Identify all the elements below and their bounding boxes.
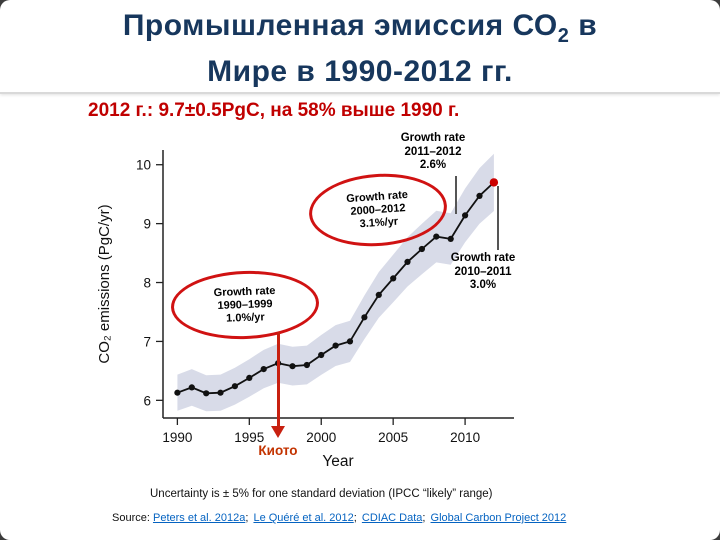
source-link-cdiac[interactable]: CDIAC Data [361, 512, 423, 524]
x-tick-label: 2005 [378, 430, 408, 445]
data-point [174, 389, 181, 396]
uncertainty-note: Uncertainty is ± 5% for one standard dev… [150, 488, 493, 500]
y-tick-label: 6 [143, 393, 151, 408]
slide-title: Промышленная эмиссия СО2 в Мире в 1990-2… [0, 0, 720, 94]
data-point-2012 [489, 178, 499, 187]
x-tick-label: 2000 [306, 430, 336, 445]
source-separator: ; [245, 512, 249, 524]
data-point [462, 212, 469, 219]
y-tick-label: 10 [136, 158, 151, 173]
emissions-chart: CO₂ emissions (PgC/yr) Year 6 7 8 9 10 1990 19… [96, 150, 514, 470]
x-tick-label: 1990 [162, 430, 192, 445]
source-link-peters[interactable]: Peters et al. 2012a [152, 512, 246, 524]
data-point [418, 245, 425, 253]
data-point [231, 383, 238, 390]
x-axis-label: Year [322, 453, 353, 470]
title-text: Промышленная эмиссия СО [122, 9, 558, 42]
source-link-gcp[interactable]: Global Carbon Project 2012 [430, 512, 567, 524]
x-tick-label: 2010 [450, 430, 480, 445]
data-point [390, 275, 397, 282]
slide-title-line1: Промышленная эмиссия СО2 в [0, 8, 720, 54]
source-separator: ; [353, 512, 357, 524]
title-text-tail: в [569, 9, 598, 42]
y-tick-label: 7 [143, 334, 151, 349]
data-point [246, 374, 253, 381]
data-point [289, 363, 296, 370]
data-point [361, 314, 368, 321]
data-point [303, 361, 310, 369]
x-tick-label: 1995 [234, 430, 264, 445]
data-point [217, 389, 224, 396]
y-axis-label: CO₂ emissions (PgC/yr) [96, 204, 113, 363]
source-separator: ; [422, 512, 426, 524]
data-point [188, 384, 195, 391]
data-point [346, 338, 354, 345]
data-point [404, 258, 411, 265]
y-tick-label: 9 [143, 217, 151, 232]
data-point [275, 360, 282, 367]
data-point [203, 390, 210, 397]
y-tick-label: 8 [143, 276, 151, 291]
data-point [375, 291, 382, 298]
data-point [433, 233, 440, 240]
uncertainty-band [177, 153, 494, 412]
subtitle-highlight: 2012 г.: 9.7±0.5PgC, на 58% выше 1990 г. [88, 100, 460, 121]
data-point [476, 192, 483, 199]
data-point [318, 351, 325, 359]
source-link-lequere[interactable]: Le Quéré et al. 2012 [253, 512, 354, 524]
source-prefix: Source: [112, 512, 150, 524]
source-line: Source: Peters et al. 2012a; Le Quéré et… [112, 512, 566, 524]
data-point [332, 342, 339, 349]
slide-title-line2: Мире в 1990-2012 гг. [207, 55, 513, 88]
data-point [447, 235, 454, 242]
data-point [260, 366, 267, 373]
title-subscript: 2 [557, 25, 570, 47]
